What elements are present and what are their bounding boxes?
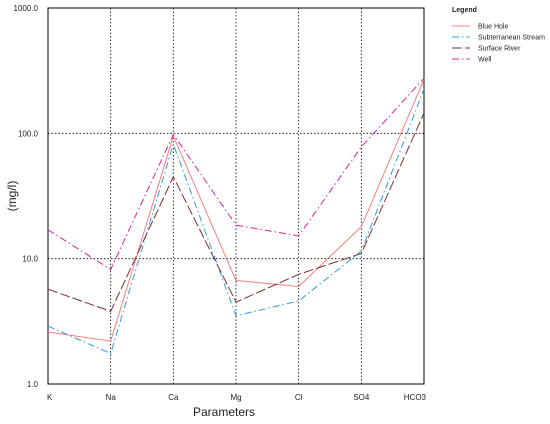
series-line-surface-river bbox=[47, 112, 425, 312]
x-axis-ticks: K Na Ca Mg Cl SO4 HCO3 bbox=[47, 393, 427, 402]
x-tick-label: SO4 bbox=[353, 393, 370, 402]
x-tick-label: K bbox=[47, 393, 53, 402]
x-tick-label: Cl bbox=[295, 393, 303, 402]
legend: Legend Blue Hole Subterranean Stream Surfa… bbox=[452, 7, 545, 64]
x-axis-label: Parameters bbox=[193, 405, 255, 419]
y-tick-label: 10.0 bbox=[22, 255, 38, 264]
y-tick-label: 1000.0 bbox=[14, 4, 39, 13]
x-tick-label: Ca bbox=[168, 393, 179, 402]
y-axis-ticks: 1.0 10.0 100.0 1000.0 bbox=[14, 4, 39, 389]
x-tick-label: Na bbox=[106, 393, 117, 402]
legend-entry-label: Well bbox=[478, 57, 492, 64]
series-line-blue-hole bbox=[47, 79, 425, 342]
grid-lines bbox=[48, 8, 424, 384]
x-tick-label: HCO3 bbox=[404, 393, 427, 402]
y-axis-label: (mg/l) bbox=[5, 181, 19, 212]
legend-items: Blue Hole Subterranean Stream Surface Rive… bbox=[452, 24, 545, 64]
x-tick-label: Mg bbox=[230, 393, 241, 402]
legend-entry-label: Surface River bbox=[478, 46, 521, 53]
series-line-well bbox=[47, 77, 425, 271]
legend-entry-label: Blue Hole bbox=[478, 24, 508, 31]
plot-area-frame bbox=[47, 7, 425, 385]
y-tick-label: 1.0 bbox=[27, 380, 39, 389]
legend-entry-label: Subterranean Stream bbox=[478, 35, 545, 42]
y-tick-label: 100.0 bbox=[18, 129, 39, 138]
series-line-subterranean-stream bbox=[47, 89, 425, 355]
legend-title: Legend bbox=[452, 7, 477, 14]
series-lines bbox=[47, 77, 425, 355]
